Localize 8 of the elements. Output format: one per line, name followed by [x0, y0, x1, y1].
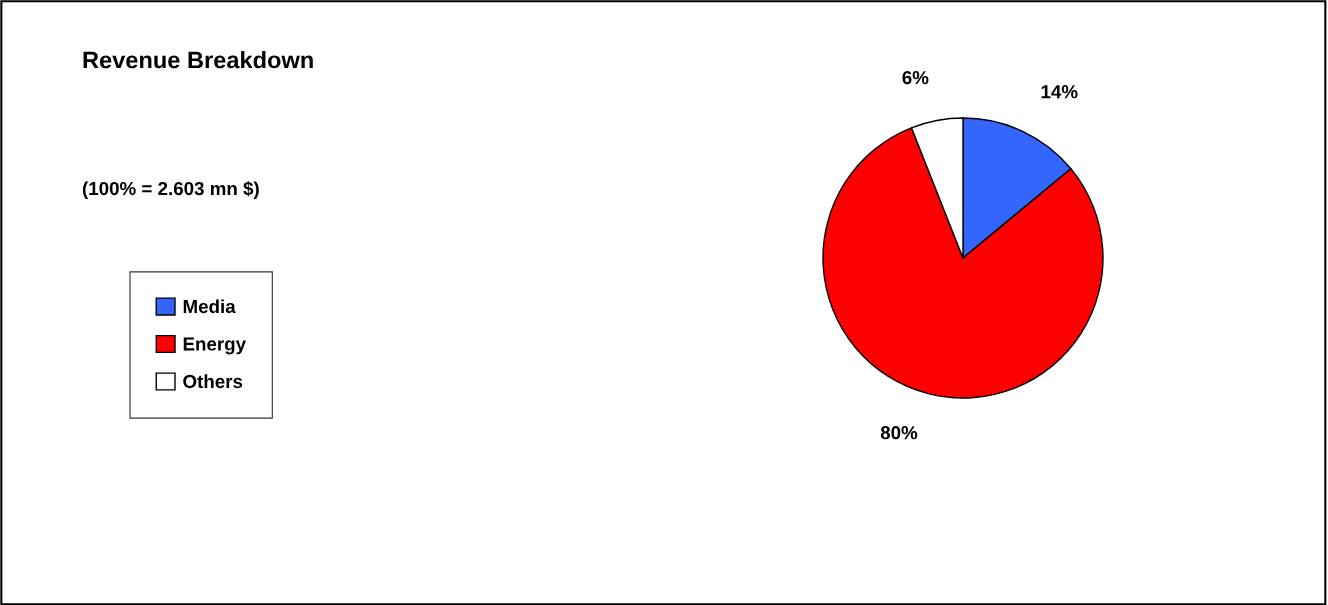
data-label: 6% — [902, 70, 929, 85]
legend-label: Others — [183, 374, 243, 389]
text: (100% = 2.603 mn $) — [82, 181, 259, 199]
chart-title: Revenue Breakdown — [83, 51, 313, 69]
data-label: 80% — [880, 426, 918, 440]
legend-label: Energy — [183, 337, 246, 355]
legend-label: Media — [183, 299, 236, 314]
data-label: 14% — [1041, 85, 1078, 99]
